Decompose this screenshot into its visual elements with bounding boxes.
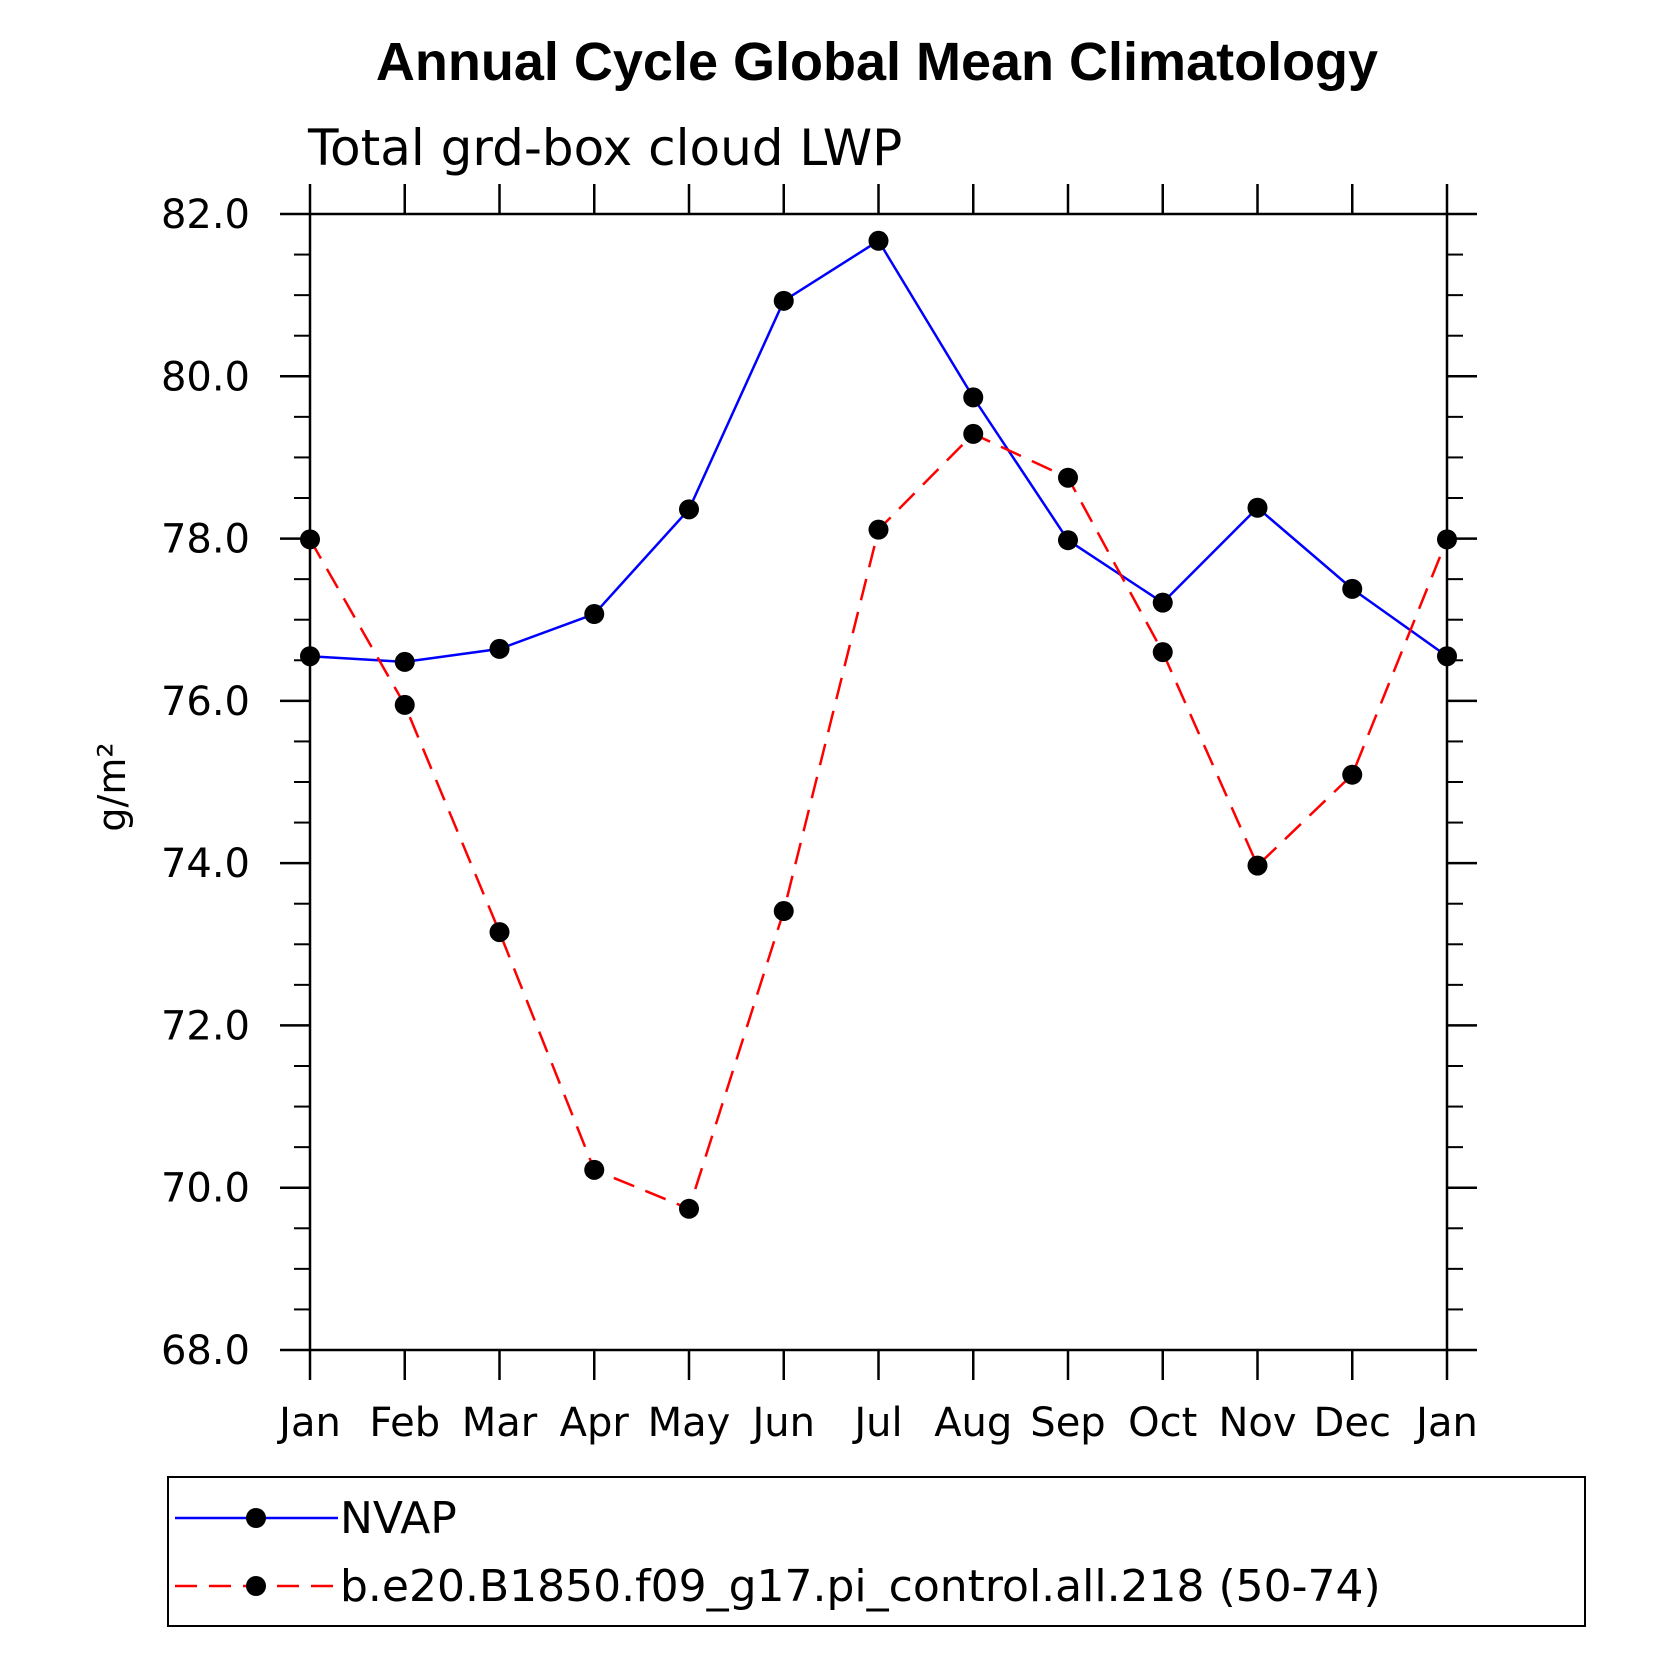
data-point-nvap: [300, 646, 320, 667]
data-point-model: [773, 901, 794, 922]
legend-label-model: b.e20.B1850.f09_g17.pi_control.all.218 (…: [340, 1561, 1381, 1612]
x-tick-label: Mar: [462, 1400, 538, 1446]
data-point-model: [679, 1198, 699, 1219]
x-tick-label: Sep: [1030, 1400, 1105, 1446]
x-tick-label: Aug: [934, 1400, 1012, 1446]
data-point-nvap: [773, 290, 794, 311]
y-tick-label: 72.0: [161, 1003, 250, 1049]
data-point-model: [1247, 855, 1268, 876]
data-point-model: [489, 922, 510, 943]
legend-box: [167, 1476, 1586, 1627]
data-point-nvap: [1437, 646, 1457, 667]
data-point-nvap: [394, 651, 415, 672]
data-point-nvap: [489, 638, 510, 659]
x-tick-label: Jan: [276, 1400, 341, 1446]
data-point-model: [394, 694, 415, 715]
chart-title: Annual Cycle Global Mean Climatology: [376, 32, 1378, 92]
legend-label-nvap: NVAP: [340, 1493, 457, 1544]
data-point-nvap: [963, 387, 984, 408]
legend-marker-nvap: [246, 1508, 266, 1528]
data-point-nvap: [1342, 578, 1363, 599]
data-point-model: [868, 519, 889, 540]
x-tick-label: Feb: [369, 1400, 440, 1446]
y-tick-label: 80.0: [161, 354, 250, 400]
chart-subtitle: Total grd-box cloud LWP: [307, 119, 902, 177]
axes: 68.0 70.0 72.0 74.0 76.0 78.0 80.0 82.0 Jan Feb Ma…: [161, 184, 1478, 1446]
data-point-nvap: [868, 230, 889, 251]
y-tick-label: 76.0: [161, 679, 250, 725]
data-point-nvap: [1152, 592, 1173, 613]
y-tick-label: 78.0: [161, 517, 250, 563]
y-tick-label: 68.0: [161, 1328, 250, 1374]
data-point-model: [963, 423, 984, 444]
legend-marker-model: [246, 1576, 266, 1596]
x-tick-label: Nov: [1218, 1400, 1296, 1446]
x-tick-label: Jun: [750, 1400, 816, 1446]
legend: NVAP b.e20.B1850.f09_g17.pi_control.all.…: [167, 1476, 1586, 1627]
data-point-nvap: [1247, 497, 1268, 518]
data-point-nvap: [679, 499, 699, 520]
data-point-model: [1437, 529, 1457, 550]
data-point-nvap: [584, 604, 605, 625]
y-tick-label: 70.0: [161, 1166, 250, 1212]
y-tick-label: 82.0: [161, 192, 250, 238]
x-tick-label: Dec: [1314, 1400, 1391, 1446]
x-tick-label: Jan: [1413, 1400, 1478, 1446]
x-tick-label: Apr: [560, 1400, 630, 1446]
data-point-model: [1342, 764, 1363, 785]
data-point-model: [1152, 642, 1173, 663]
data-point-model: [1058, 467, 1078, 488]
data-point-model: [584, 1159, 605, 1180]
x-tick-label: Oct: [1128, 1400, 1197, 1446]
y-axis-label: g/m²: [90, 742, 134, 831]
x-tick-label: Jul: [851, 1400, 902, 1446]
plot-series: [300, 230, 1457, 1219]
data-point-nvap: [1058, 530, 1078, 551]
y-tick-label: 74.0: [161, 841, 250, 887]
data-point-model: [300, 529, 320, 550]
x-tick-label: May: [648, 1400, 731, 1446]
